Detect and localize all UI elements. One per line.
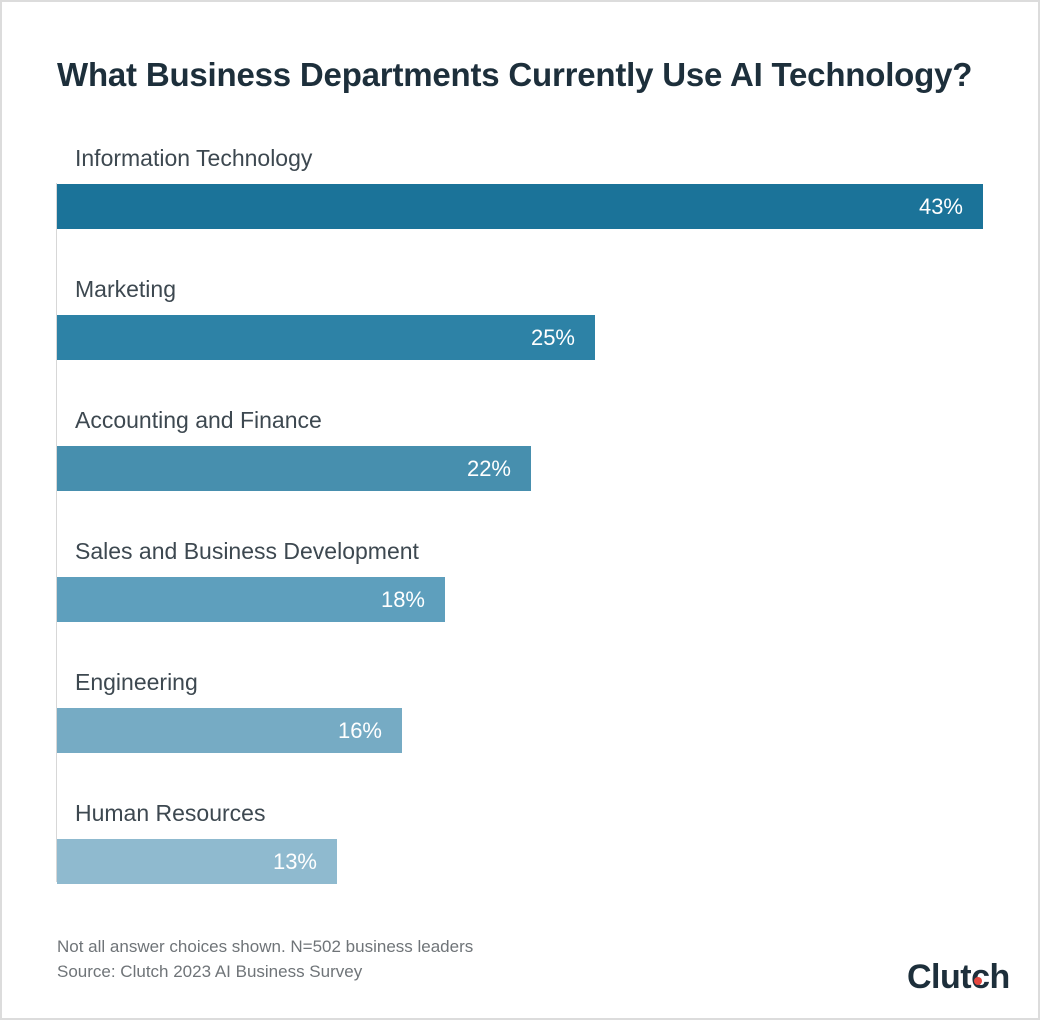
bar: 16%: [57, 708, 402, 753]
bar: 22%: [57, 446, 531, 491]
bar: 18%: [57, 577, 445, 622]
category-label: Marketing: [75, 276, 176, 302]
bar-value-label: 22%: [466, 456, 511, 481]
category-label: Accounting and Finance: [75, 407, 322, 433]
category-label: Sales and Business Development: [75, 538, 419, 564]
bar-value-label: 25%: [530, 325, 575, 350]
bar: 13%: [57, 839, 337, 884]
y-axis-line: [56, 183, 57, 882]
logo-dot-icon: [974, 977, 982, 985]
category-label: Engineering: [75, 669, 198, 695]
clutch-logo: Clutch: [907, 958, 1010, 997]
chart-title: What Business Departments Currently Use …: [57, 56, 973, 93]
bar: 25%: [57, 315, 595, 360]
source-note: Source: Clutch 2023 AI Business Survey: [57, 962, 363, 981]
bar: 43%: [57, 184, 983, 229]
footnote: Not all answer choices shown. N=502 busi…: [57, 937, 474, 956]
category-label: Information Technology: [75, 145, 313, 171]
bar-value-label: 16%: [337, 718, 382, 743]
bar-value-label: 43%: [918, 194, 963, 219]
bar-value-label: 18%: [380, 587, 425, 612]
category-label: Human Resources: [75, 800, 266, 826]
bar-value-label: 13%: [272, 849, 317, 874]
logo-text: Clutch: [907, 958, 1010, 996]
